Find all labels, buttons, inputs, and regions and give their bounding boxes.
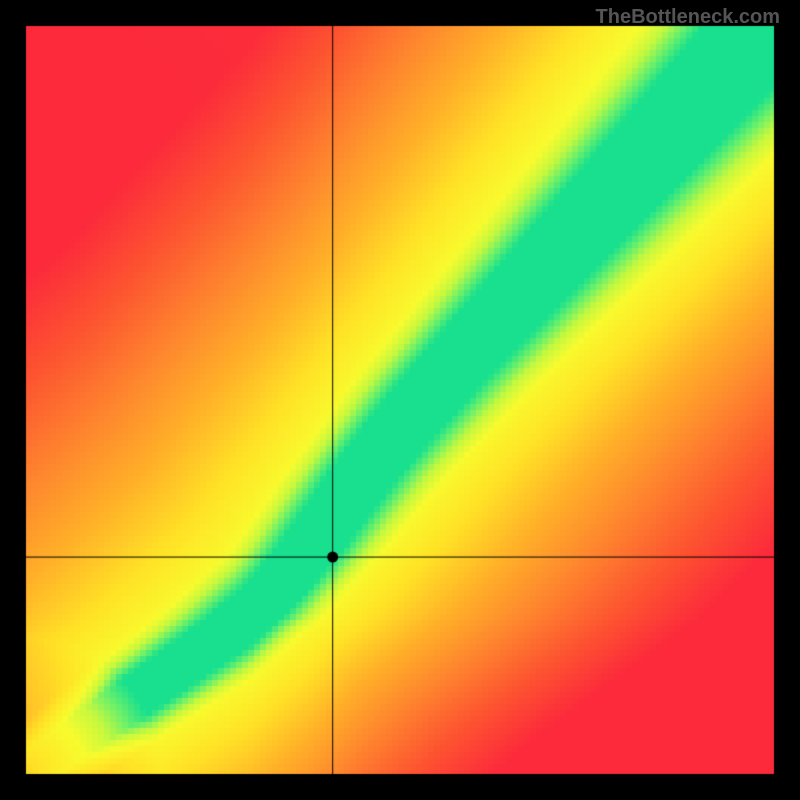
chart-container: TheBottleneck.com [0, 0, 800, 800]
watermark-text: TheBottleneck.com [596, 6, 780, 29]
bottleneck-heatmap [0, 0, 800, 800]
